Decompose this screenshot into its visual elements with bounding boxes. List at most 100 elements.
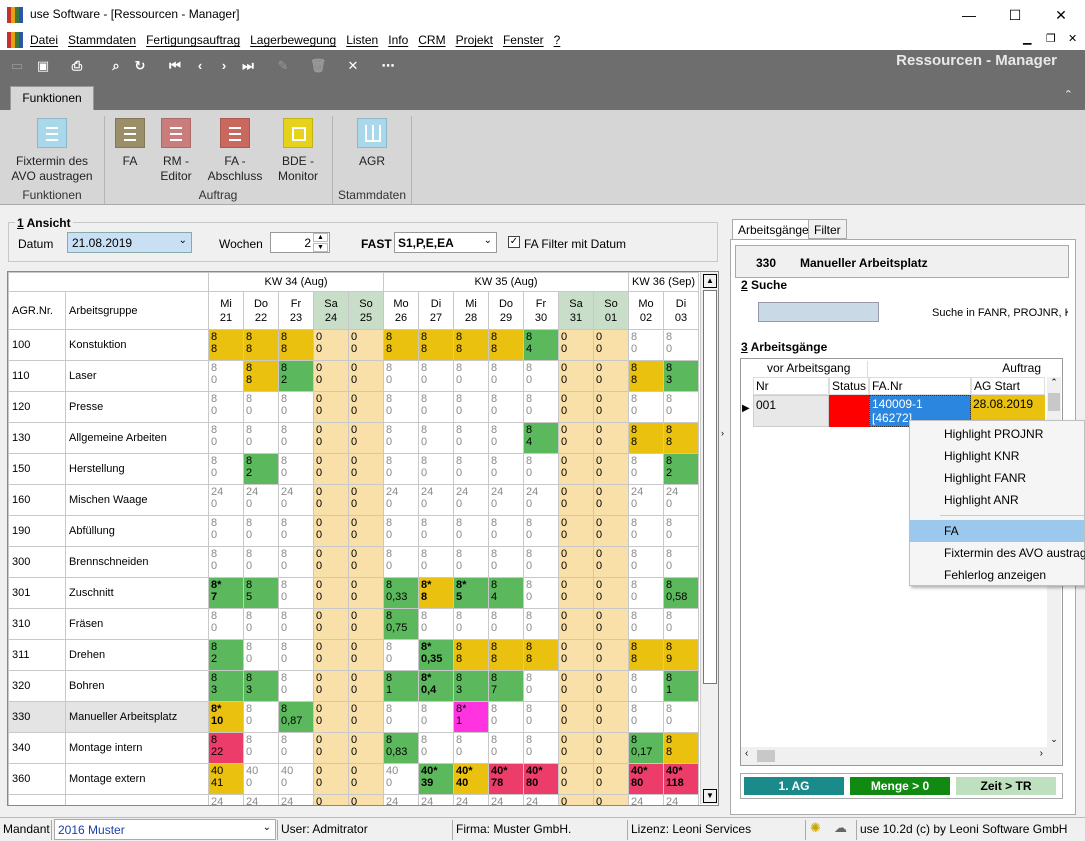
ctx-highlight-fanr[interactable]: Highlight FANR: [944, 471, 1027, 485]
capacity-cell[interactable]: 240: [628, 794, 664, 805]
fa-abschluss-button[interactable]: FA - Abschluss: [204, 118, 266, 184]
capacity-cell[interactable]: 40* 40: [453, 763, 489, 795]
column-agr-nr[interactable]: AGR.Nr.: [8, 291, 66, 330]
scroll-thumb[interactable]: [703, 290, 717, 684]
capacity-cell[interactable]: 8 22: [208, 732, 244, 764]
capacity-cell[interactable]: 00: [558, 794, 594, 805]
next-record-icon[interactable]: ›: [221, 58, 227, 73]
table-row[interactable]: 110 Laser 8 0 8 8 8 2 0 0 0 0 8 0 8 0 8 0 8 0 8 0 0 0 0 0 8 8 8 3: [8, 360, 699, 392]
ctx-highlight-knr[interactable]: Highlight KNR: [944, 449, 1020, 463]
arbeitsgruppe-cell[interactable]: Schweißen: [65, 794, 209, 805]
table-row[interactable]: 100 Konstuktion 8 8 8 8 8 8 0 0 0 0 8 8 8 8 8 8 8 8 8 4 0 0 0 0 8 0…: [8, 329, 699, 361]
capacity-cell[interactable]: 00: [348, 794, 384, 805]
capacity-cell[interactable]: 8 0,17: [628, 732, 664, 764]
mdi-close-button[interactable]: ✕: [1068, 33, 1078, 45]
agr-button[interactable]: AGR: [352, 118, 392, 169]
ctx-highlight-anr[interactable]: Highlight ANR: [944, 493, 1019, 507]
column-ag-start[interactable]: AG Start: [971, 377, 1045, 395]
sun-icon[interactable]: ✺: [810, 820, 821, 835]
table-row[interactable]: 310 Fräsen 8 0 8 0 8 0 0 0 0 0 8 0,75 8 0 8 0 8 0 8 0 0 0 0 0 8 0 8 0: [8, 608, 699, 640]
table-row[interactable]: 190 Abfüllung 8 0 8 0 8 0 0 0 0 0 8 0 8 0 8 0 8 0 8 0 0 0 0 0 8 0 8 0: [8, 515, 699, 547]
agr-nr-cell[interactable]: 110: [8, 360, 66, 392]
datum-picker[interactable]: 21.08.2019 ⌄: [67, 232, 192, 253]
delete-icon[interactable]: 🗑: [309, 58, 327, 73]
capacity-cell[interactable]: 8* 5: [453, 577, 489, 609]
menge-button[interactable]: Menge > 0: [850, 777, 950, 795]
capacity-cell[interactable]: 240: [278, 794, 314, 805]
ag-row-status[interactable]: [829, 395, 869, 427]
capacity-cell[interactable]: 240: [418, 794, 454, 805]
menu-help[interactable]: ?: [553, 33, 561, 47]
capacity-cell[interactable]: 40* 78: [488, 763, 524, 795]
capacity-cell[interactable]: 40* 118: [663, 763, 699, 795]
tab-filter[interactable]: Filter: [808, 219, 847, 239]
column-arbeitsgruppe[interactable]: Arbeitsgruppe: [65, 291, 209, 330]
suche-input[interactable]: [758, 302, 879, 322]
scroll-down-icon[interactable]: ▼: [703, 789, 717, 803]
cancel-icon[interactable]: ✕: [347, 58, 359, 73]
arbeitsgruppe-cell[interactable]: Bohren: [65, 670, 209, 702]
agr-nr-cell[interactable]: 160: [8, 484, 66, 516]
refresh-icon[interactable]: ↻: [134, 58, 146, 73]
scroll-up-icon[interactable]: ▲: [703, 274, 717, 288]
menu-crm[interactable]: CRM: [418, 33, 446, 47]
stepper-up-icon[interactable]: ▲: [313, 233, 328, 242]
